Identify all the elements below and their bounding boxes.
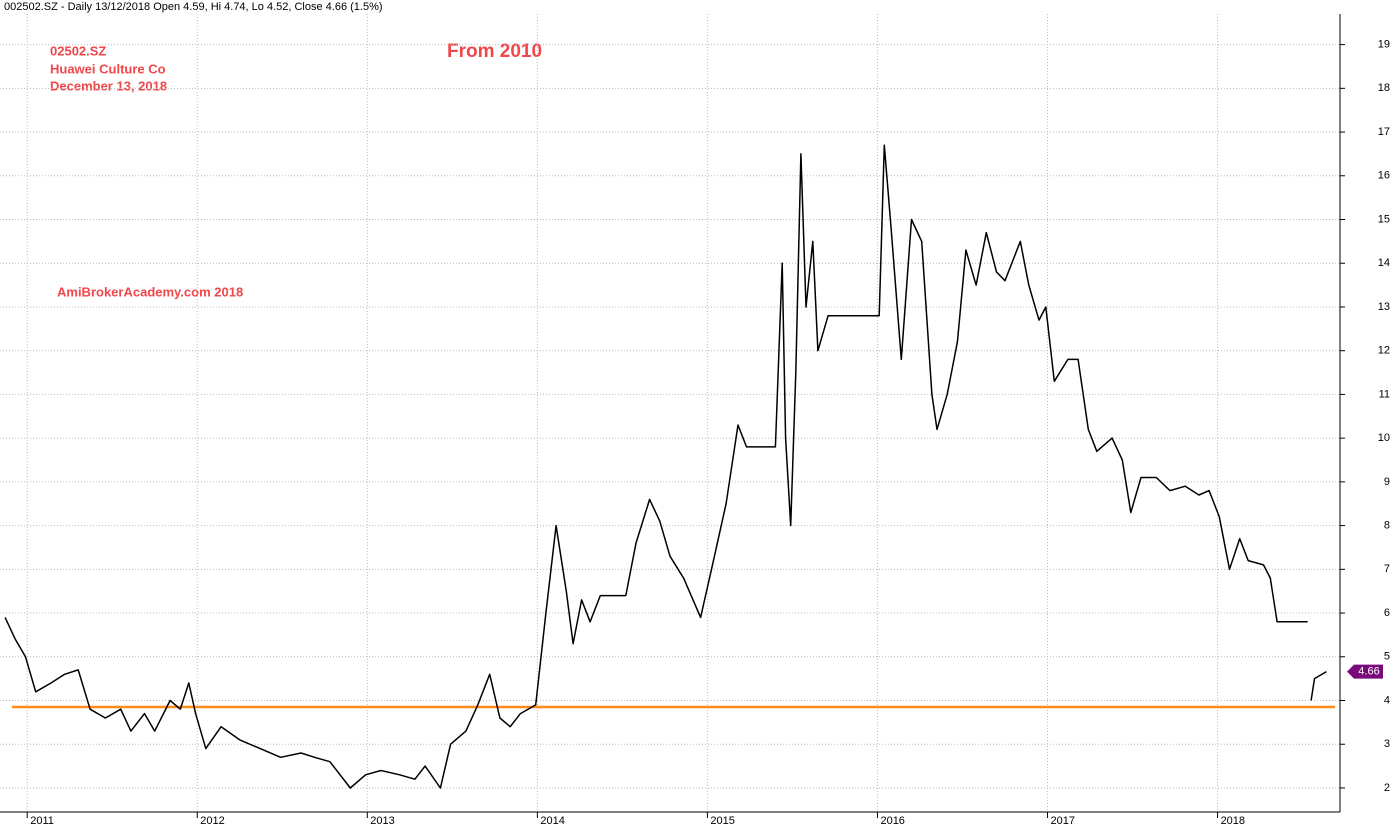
price-line	[4, 144, 1327, 789]
y-tick-label: 9	[1384, 476, 1390, 488]
y-tick-label: 14	[1378, 257, 1390, 269]
y-tick-label: 18	[1378, 82, 1390, 94]
y-tick-label: 7	[1384, 563, 1390, 575]
y-tick-label: 12	[1378, 345, 1390, 357]
y-tick-label: 5	[1384, 651, 1390, 663]
y-tick-label: 11	[1379, 388, 1390, 400]
y-tick-label: 10	[1378, 432, 1390, 444]
annotation: 02502.SZ	[50, 43, 106, 58]
annotation: AmiBrokerAcademy.com 2018	[57, 284, 243, 299]
x-tick-label: 2018	[1221, 815, 1245, 827]
last-price-label: 4.66	[1358, 666, 1379, 678]
last-price-tag	[1347, 664, 1383, 679]
y-tick-label: 16	[1378, 170, 1390, 182]
y-tick-label: 13	[1378, 301, 1390, 313]
x-tick-label: 2012	[200, 815, 224, 827]
x-tick-label: 2017	[1051, 815, 1075, 827]
annotation: Huawei Culture Co	[50, 61, 166, 76]
chart-header: 002502.SZ - Daily 13/12/2018 Open 4.59, …	[4, 1, 383, 13]
x-tick-label: 2016	[880, 815, 904, 827]
y-tick-label: 15	[1378, 213, 1390, 225]
y-tick-label: 2	[1384, 782, 1390, 794]
annotation: December 13, 2018	[50, 78, 167, 93]
y-tick-label: 3	[1384, 738, 1390, 750]
annotation: From 2010	[447, 41, 542, 62]
y-tick-label: 4	[1384, 694, 1390, 706]
y-tick-label: 6	[1384, 607, 1390, 619]
y-tick-label: 8	[1384, 520, 1390, 532]
x-tick-label: 2011	[30, 815, 54, 827]
y-tick-label: 17	[1378, 126, 1390, 138]
y-tick-label: 19	[1378, 39, 1390, 51]
x-tick-label: 2015	[710, 815, 734, 827]
x-tick-label: 2014	[540, 815, 564, 827]
x-tick-label: 2013	[370, 815, 394, 827]
